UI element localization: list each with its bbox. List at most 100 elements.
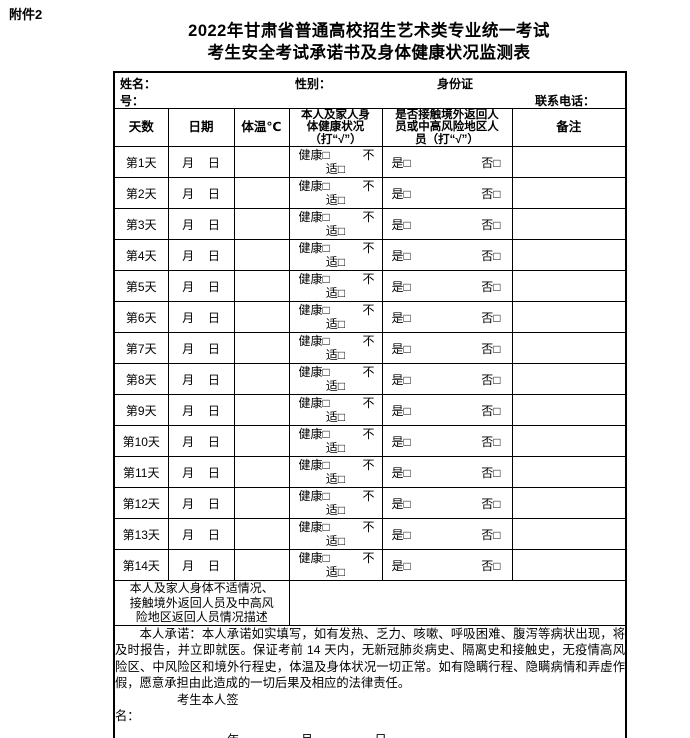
healthy-checkbox[interactable]: 健康□	[298, 396, 330, 410]
date-cell[interactable]: 月 日	[167, 518, 235, 550]
healthy-checkbox[interactable]: 健康□	[298, 551, 330, 565]
no-checkbox[interactable]: 否□	[481, 310, 501, 325]
date-cell[interactable]: 月 日	[167, 456, 235, 488]
unwell-checkbox[interactable]: 适□	[325, 193, 346, 207]
yes-checkbox[interactable]: 是□	[391, 155, 411, 170]
no-checkbox[interactable]: 否□	[481, 341, 501, 356]
healthy-checkbox[interactable]: 健康□	[298, 148, 330, 162]
note-cell[interactable]	[511, 332, 627, 364]
temperature-cell[interactable]	[233, 487, 290, 519]
unwell-checkbox[interactable]: 适□	[325, 565, 346, 579]
note-cell[interactable]	[511, 270, 627, 302]
personal-info-cell[interactable]: 姓名： 性别： 身份证 号： 联系电话：	[113, 71, 627, 109]
note-cell[interactable]	[511, 301, 627, 333]
unwell-checkbox[interactable]: 适□	[325, 503, 346, 517]
note-cell[interactable]	[511, 487, 627, 519]
yes-checkbox[interactable]: 是□	[391, 434, 411, 449]
temperature-cell[interactable]	[233, 363, 290, 395]
unwell-checkbox[interactable]: 适□	[325, 379, 346, 393]
yes-checkbox[interactable]: 是□	[391, 527, 411, 542]
unwell-checkbox[interactable]: 适□	[325, 410, 346, 424]
yes-checkbox[interactable]: 是□	[391, 248, 411, 263]
note-cell[interactable]	[511, 549, 627, 581]
no-checkbox[interactable]: 否□	[481, 465, 501, 480]
no-checkbox[interactable]: 否□	[481, 217, 501, 232]
temperature-cell[interactable]	[233, 208, 290, 240]
no-checkbox[interactable]: 否□	[481, 155, 501, 170]
date-cell[interactable]: 月 日	[167, 425, 235, 457]
date-cell[interactable]: 月 日	[167, 363, 235, 395]
unwell-checkbox[interactable]: 适□	[325, 224, 346, 238]
date-cell[interactable]: 月 日	[167, 301, 235, 333]
no-checkbox[interactable]: 否□	[481, 434, 501, 449]
no-checkbox[interactable]: 否□	[481, 186, 501, 201]
signature-label-line2[interactable]: 名：	[115, 709, 140, 723]
unwell-checkbox[interactable]: 适□	[325, 348, 346, 362]
temperature-cell[interactable]	[233, 394, 290, 426]
unwell-checkbox[interactable]: 适□	[325, 534, 346, 548]
date-cell[interactable]: 月 日	[167, 487, 235, 519]
healthy-checkbox[interactable]: 健康□	[298, 241, 330, 255]
unwell-checkbox[interactable]: 适□	[325, 317, 346, 331]
temperature-cell[interactable]	[233, 332, 290, 364]
date-cell[interactable]: 月 日	[167, 394, 235, 426]
note-cell[interactable]	[511, 208, 627, 240]
yes-checkbox[interactable]: 是□	[391, 279, 411, 294]
healthy-checkbox[interactable]: 健康□	[298, 179, 330, 193]
yes-checkbox[interactable]: 是□	[391, 496, 411, 511]
no-checkbox[interactable]: 否□	[481, 403, 501, 418]
note-cell[interactable]	[511, 239, 627, 271]
date-cell[interactable]: 月 日	[167, 549, 235, 581]
date-cell[interactable]: 月 日	[167, 239, 235, 271]
note-cell[interactable]	[511, 394, 627, 426]
yes-checkbox[interactable]: 是□	[391, 186, 411, 201]
yes-checkbox[interactable]: 是□	[391, 341, 411, 356]
yes-checkbox[interactable]: 是□	[391, 217, 411, 232]
unwell-checkbox[interactable]: 适□	[325, 255, 346, 269]
temperature-cell[interactable]	[233, 239, 290, 271]
yes-checkbox[interactable]: 是□	[391, 558, 411, 573]
note-cell[interactable]	[511, 456, 627, 488]
temperature-cell[interactable]	[233, 549, 290, 581]
healthy-checkbox[interactable]: 健康□	[298, 303, 330, 317]
yes-checkbox[interactable]: 是□	[391, 465, 411, 480]
healthy-checkbox[interactable]: 健康□	[298, 458, 330, 472]
healthy-checkbox[interactable]: 健康□	[298, 489, 330, 503]
note-cell[interactable]	[511, 425, 627, 457]
date-cell[interactable]: 月 日	[167, 270, 235, 302]
no-checkbox[interactable]: 否□	[481, 527, 501, 542]
unwell-checkbox[interactable]: 适□	[325, 162, 346, 176]
temperature-cell[interactable]	[233, 301, 290, 333]
temperature-cell[interactable]	[233, 177, 290, 209]
no-checkbox[interactable]: 否□	[481, 496, 501, 511]
temperature-cell[interactable]	[233, 456, 290, 488]
no-checkbox[interactable]: 否□	[481, 558, 501, 573]
note-cell[interactable]	[511, 363, 627, 395]
healthy-checkbox[interactable]: 健康□	[298, 365, 330, 379]
yes-checkbox[interactable]: 是□	[391, 403, 411, 418]
date-signature-line[interactable]: 年 月 日	[115, 731, 625, 738]
date-cell[interactable]: 月 日	[167, 332, 235, 364]
temperature-cell[interactable]	[233, 518, 290, 550]
temperature-cell[interactable]	[233, 425, 290, 457]
no-checkbox[interactable]: 否□	[481, 279, 501, 294]
yes-checkbox[interactable]: 是□	[391, 372, 411, 387]
date-cell[interactable]: 月 日	[167, 177, 235, 209]
healthy-checkbox[interactable]: 健康□	[298, 520, 330, 534]
description-value-cell[interactable]	[288, 580, 627, 626]
unwell-checkbox[interactable]: 适□	[325, 286, 346, 300]
temperature-cell[interactable]	[233, 270, 290, 302]
no-checkbox[interactable]: 否□	[481, 248, 501, 263]
unwell-checkbox[interactable]: 适□	[325, 472, 346, 486]
healthy-checkbox[interactable]: 健康□	[298, 427, 330, 441]
note-cell[interactable]	[511, 177, 627, 209]
unwell-checkbox[interactable]: 适□	[325, 441, 346, 455]
date-cell[interactable]: 月 日	[167, 208, 235, 240]
note-cell[interactable]	[511, 146, 627, 178]
healthy-checkbox[interactable]: 健康□	[298, 272, 330, 286]
no-checkbox[interactable]: 否□	[481, 372, 501, 387]
yes-checkbox[interactable]: 是□	[391, 310, 411, 325]
temperature-cell[interactable]	[233, 146, 290, 178]
healthy-checkbox[interactable]: 健康□	[298, 334, 330, 348]
healthy-checkbox[interactable]: 健康□	[298, 210, 330, 224]
